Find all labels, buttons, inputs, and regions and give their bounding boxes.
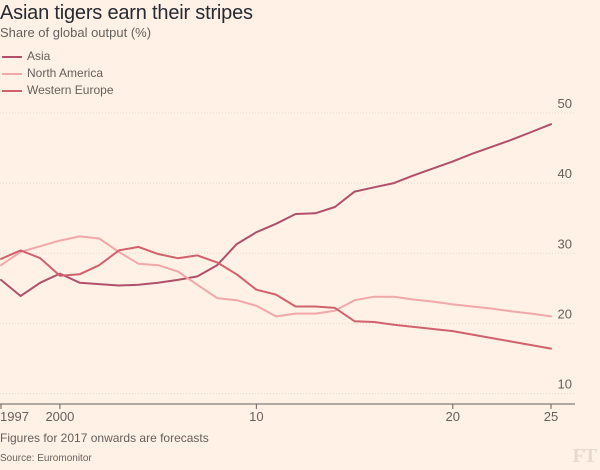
- series-line-western-europe: [0, 245, 552, 350]
- y-tick-label: 30: [558, 236, 572, 251]
- y-tick-label: 50: [558, 96, 572, 111]
- y-tick-label: 10: [558, 376, 572, 391]
- chart-subtitle: Share of global output (%): [0, 25, 152, 40]
- series-line-north-america: [0, 235, 552, 318]
- legend-label-asia: Asia: [27, 49, 51, 63]
- legend-swatch-asia: [2, 56, 22, 58]
- series-line-asia: [0, 123, 552, 297]
- x-tick-label: 10: [249, 409, 263, 424]
- legend-swatch-north-america: [2, 73, 22, 75]
- legend-label-western-europe: Western Europe: [27, 83, 114, 97]
- legend-label-north-america: North America: [27, 66, 104, 80]
- source-note: Source: Euromonitor: [0, 453, 92, 464]
- x-tick-label: 1997: [0, 409, 29, 424]
- legend-swatch-western-europe: [2, 90, 22, 92]
- y-tick-label: 20: [558, 306, 572, 321]
- x-tick-label: 25: [544, 409, 558, 424]
- ft-logo: FT: [572, 445, 597, 467]
- y-tick-label: 40: [558, 166, 572, 181]
- chart-title: Asian tigers earn their stripes: [0, 2, 253, 24]
- forecast-note: Figures for 2017 onwards are forecasts: [0, 431, 209, 445]
- x-tick-label: 2000: [45, 409, 74, 424]
- x-tick-label: 20: [446, 409, 460, 424]
